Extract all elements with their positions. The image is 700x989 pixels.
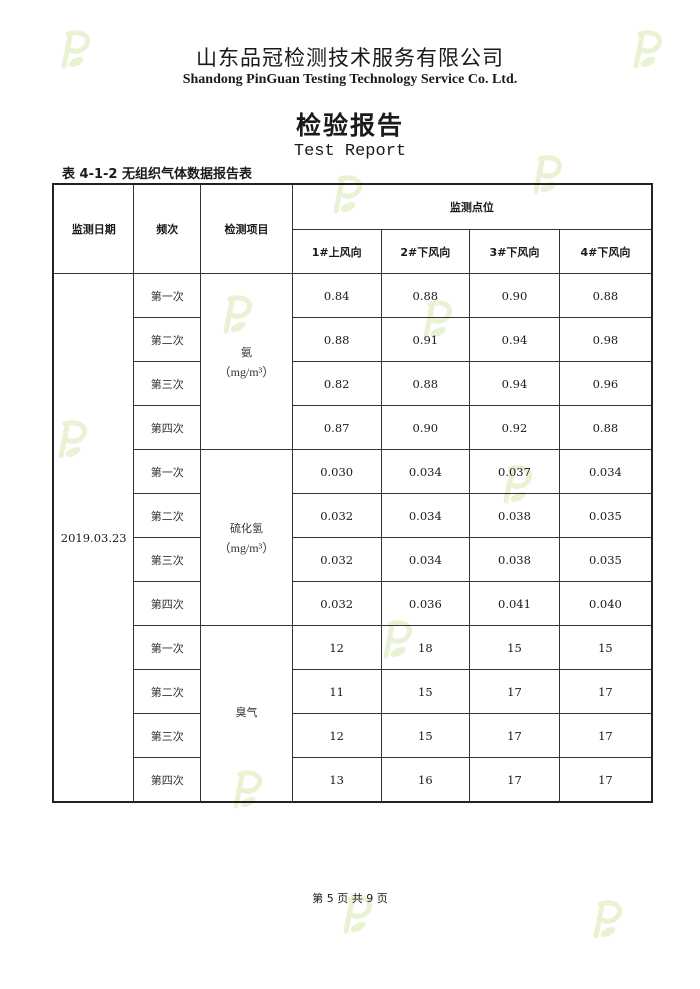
value-cell: 0.032: [291, 537, 382, 582]
frequency-cell: 第二次: [133, 493, 202, 538]
value-cell: 0.82: [291, 361, 382, 406]
table-row: 第四次 13 16 17 17: [53, 757, 653, 803]
value-cell: 0.84: [291, 273, 382, 318]
header-point: 4#下风向: [558, 229, 653, 274]
value-cell: 0.038: [469, 537, 560, 582]
value-cell: 0.035: [558, 493, 653, 538]
value-cell: 18: [380, 625, 471, 670]
company-name: 山东品冠检测技术服务有限公司: [196, 46, 504, 70]
item-cell: 硫化氢 （mg/m³）: [200, 449, 293, 626]
value-cell: 0.91: [380, 317, 471, 362]
item-name: 臭气: [235, 706, 258, 719]
header-frequency: 频次: [133, 183, 202, 274]
value-cell: 0.96: [558, 361, 653, 406]
report-title-en: Test Report: [293, 142, 407, 161]
frequency-cell: 第一次: [133, 449, 202, 494]
value-cell: 16: [380, 757, 471, 803]
frequency-cell: 第四次: [133, 581, 202, 626]
table-header-row: 监测日期 频次 检测项目 监测点位: [52, 183, 653, 274]
table-row: 第二次 0.032 0.034 0.038 0.035: [53, 493, 653, 538]
value-cell: 17: [469, 669, 560, 714]
table-row: 第二次 0.88 0.91 0.94 0.98: [53, 317, 653, 362]
frequency-cell: 第四次: [133, 757, 202, 803]
value-cell: 0.041: [469, 581, 560, 626]
value-cell: 0.88: [380, 273, 471, 318]
table-row: 第一次 臭气 12 18 15 15: [53, 625, 653, 803]
company-name-en: Shandong PinGuan Testing Technology Serv…: [182, 72, 518, 87]
value-cell: 0.035: [558, 537, 653, 582]
value-cell: 0.032: [291, 581, 382, 626]
gas-data-table: 监测日期 频次 检测项目 监测点位 1#上风向 2#下风向 3#下风向 4#下风…: [52, 183, 653, 803]
value-cell: 12: [291, 713, 382, 758]
frequency-cell: 第二次: [133, 669, 202, 714]
value-cell: 15: [469, 625, 560, 670]
table-row: 第三次 12 15 17 17: [53, 713, 653, 758]
value-cell: 0.036: [380, 581, 471, 626]
table-row: 2019.03.23 第一次氨（mg/m³） 0.84 0.88 0.90 0.88: [52, 273, 653, 803]
value-cell: 0.040: [558, 581, 653, 626]
value-cell: 0.90: [380, 405, 471, 450]
value-cell: 0.88: [558, 273, 653, 318]
value-cell: 13: [291, 757, 382, 803]
item-name: 硫化氢: [229, 521, 263, 535]
frequency-cell: 第一次: [133, 625, 202, 670]
value-cell: 0.032: [291, 493, 382, 538]
header-item: 检测项目: [200, 183, 293, 274]
value-cell: 11: [291, 669, 382, 714]
table-caption: 表 4-1-2 无组织气体数据报告表: [62, 167, 252, 182]
table-row: 第四次 0.032 0.036 0.041 0.040: [53, 581, 653, 626]
value-cell: 0.92: [469, 405, 560, 450]
item-unit: （mg/m³）: [218, 364, 275, 379]
value-cell: 0.87: [291, 405, 382, 450]
report-title: 检验报告: [295, 111, 404, 140]
value-cell: 15: [380, 669, 471, 714]
header-points-group: 监测点位: [291, 183, 653, 230]
table-row: 第四次 0.87 0.90 0.92 0.88: [53, 405, 653, 450]
value-cell: 0.94: [469, 361, 560, 406]
frequency-cell: 第三次: [133, 361, 202, 406]
value-cell: 0.88: [291, 317, 382, 362]
frequency-cell: 第二次: [133, 317, 202, 362]
watermark-logo-icon: [590, 900, 624, 940]
value-cell: 0.030: [291, 449, 382, 494]
value-cell: 17: [558, 757, 653, 803]
value-cell: 15: [558, 625, 653, 670]
header-point: 1#上风向: [291, 229, 382, 274]
table-row: 第一次 硫化氢 （mg/m³） 0.030 0.034 0.037 0.034: [53, 449, 653, 626]
value-cell: 0.94: [469, 317, 560, 362]
value-cell: 0.90: [469, 273, 560, 318]
frequency-cell: 第四次: [133, 405, 202, 450]
table-row: 第二次 11 15 17 17: [53, 669, 653, 714]
value-cell: 17: [469, 713, 560, 758]
header-point: 2#下风向: [380, 229, 471, 274]
value-cell: 0.034: [380, 537, 471, 582]
item-name: 氨: [240, 345, 252, 359]
value-cell: 12: [291, 625, 382, 670]
value-cell: 0.88: [380, 361, 471, 406]
date-cell: 2019.03.23: [52, 273, 135, 803]
value-cell: 17: [469, 757, 560, 803]
frequency-cell: 第三次: [133, 537, 202, 582]
value-cell: 17: [558, 713, 653, 758]
value-cell: 0.034: [380, 449, 471, 494]
item-cell: 臭气: [200, 625, 293, 803]
value-cell: 0.034: [380, 493, 471, 538]
header-point: 3#下风向: [469, 229, 560, 274]
frequency-cell: 第一次: [133, 273, 202, 318]
value-cell: 0.037: [469, 449, 560, 494]
value-cell: 0.038: [469, 493, 560, 538]
page-number: 第 5 页 共 9 页: [312, 892, 388, 905]
table-row: 第三次 0.82 0.88 0.94 0.96: [53, 361, 653, 406]
frequency-cell: 第三次: [133, 713, 202, 758]
item-cell: 氨 （mg/m³）: [200, 273, 293, 450]
table-row: 第三次 0.032 0.034 0.038 0.035: [53, 537, 653, 582]
item-unit: （mg/m³）: [218, 540, 275, 555]
value-cell: 0.88: [558, 405, 653, 450]
value-cell: 17: [558, 669, 653, 714]
header-date: 监测日期: [52, 183, 135, 274]
value-cell: 0.034: [558, 449, 653, 494]
value-cell: 15: [380, 713, 471, 758]
value-cell: 0.98: [558, 317, 653, 362]
